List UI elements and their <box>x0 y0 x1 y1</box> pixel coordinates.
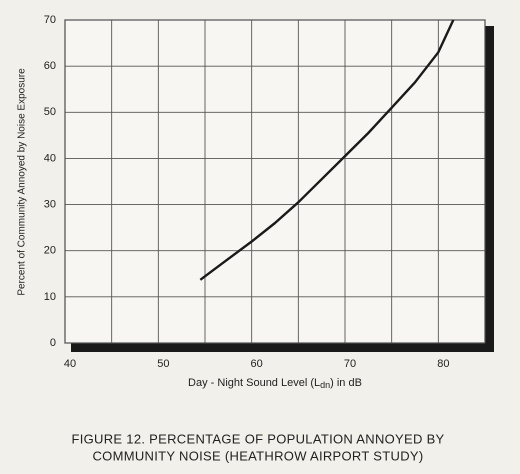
marks <box>199 19 455 281</box>
y-tick-label: 40 <box>44 152 56 164</box>
x-axis-label: Day - Night Sound Level (Ldn) in dB <box>188 377 362 390</box>
grid <box>64 19 486 344</box>
y-tick-label: 50 <box>44 106 56 118</box>
caption-line: FIGURE 12. PERCENTAGE OF POPULATION ANNO… <box>71 431 444 446</box>
frame-shadow-right <box>485 26 494 352</box>
x-label-subscript: dn <box>320 380 330 390</box>
x-tick-label: 80 <box>437 358 449 370</box>
x-tick-label: 50 <box>157 358 169 370</box>
x-label-part: Day - Night Sound Level (L <box>188 377 320 389</box>
frame-shadow-bottom <box>71 343 494 352</box>
caption-line: COMMUNITY NOISE (HEATHROW AIRPORT STUDY) <box>92 448 423 463</box>
x-tick-label: 70 <box>344 358 356 370</box>
x-label-part: ) in dB <box>330 377 362 389</box>
y-tick-label: 70 <box>44 14 56 26</box>
y-tick-label: 30 <box>44 198 56 210</box>
y-tick-label: 10 <box>44 291 56 303</box>
plot-frame <box>64 19 486 344</box>
x-tick-label: 40 <box>64 358 76 370</box>
y-tick-label: 20 <box>44 245 56 257</box>
y-tick-label: 0 <box>50 337 56 349</box>
curve <box>199 19 455 281</box>
y-axis-label: Percent of Community Annoyed by Noise Ex… <box>17 68 28 296</box>
x-tick-label: 60 <box>251 358 263 370</box>
y-tick-label: 60 <box>44 60 56 72</box>
